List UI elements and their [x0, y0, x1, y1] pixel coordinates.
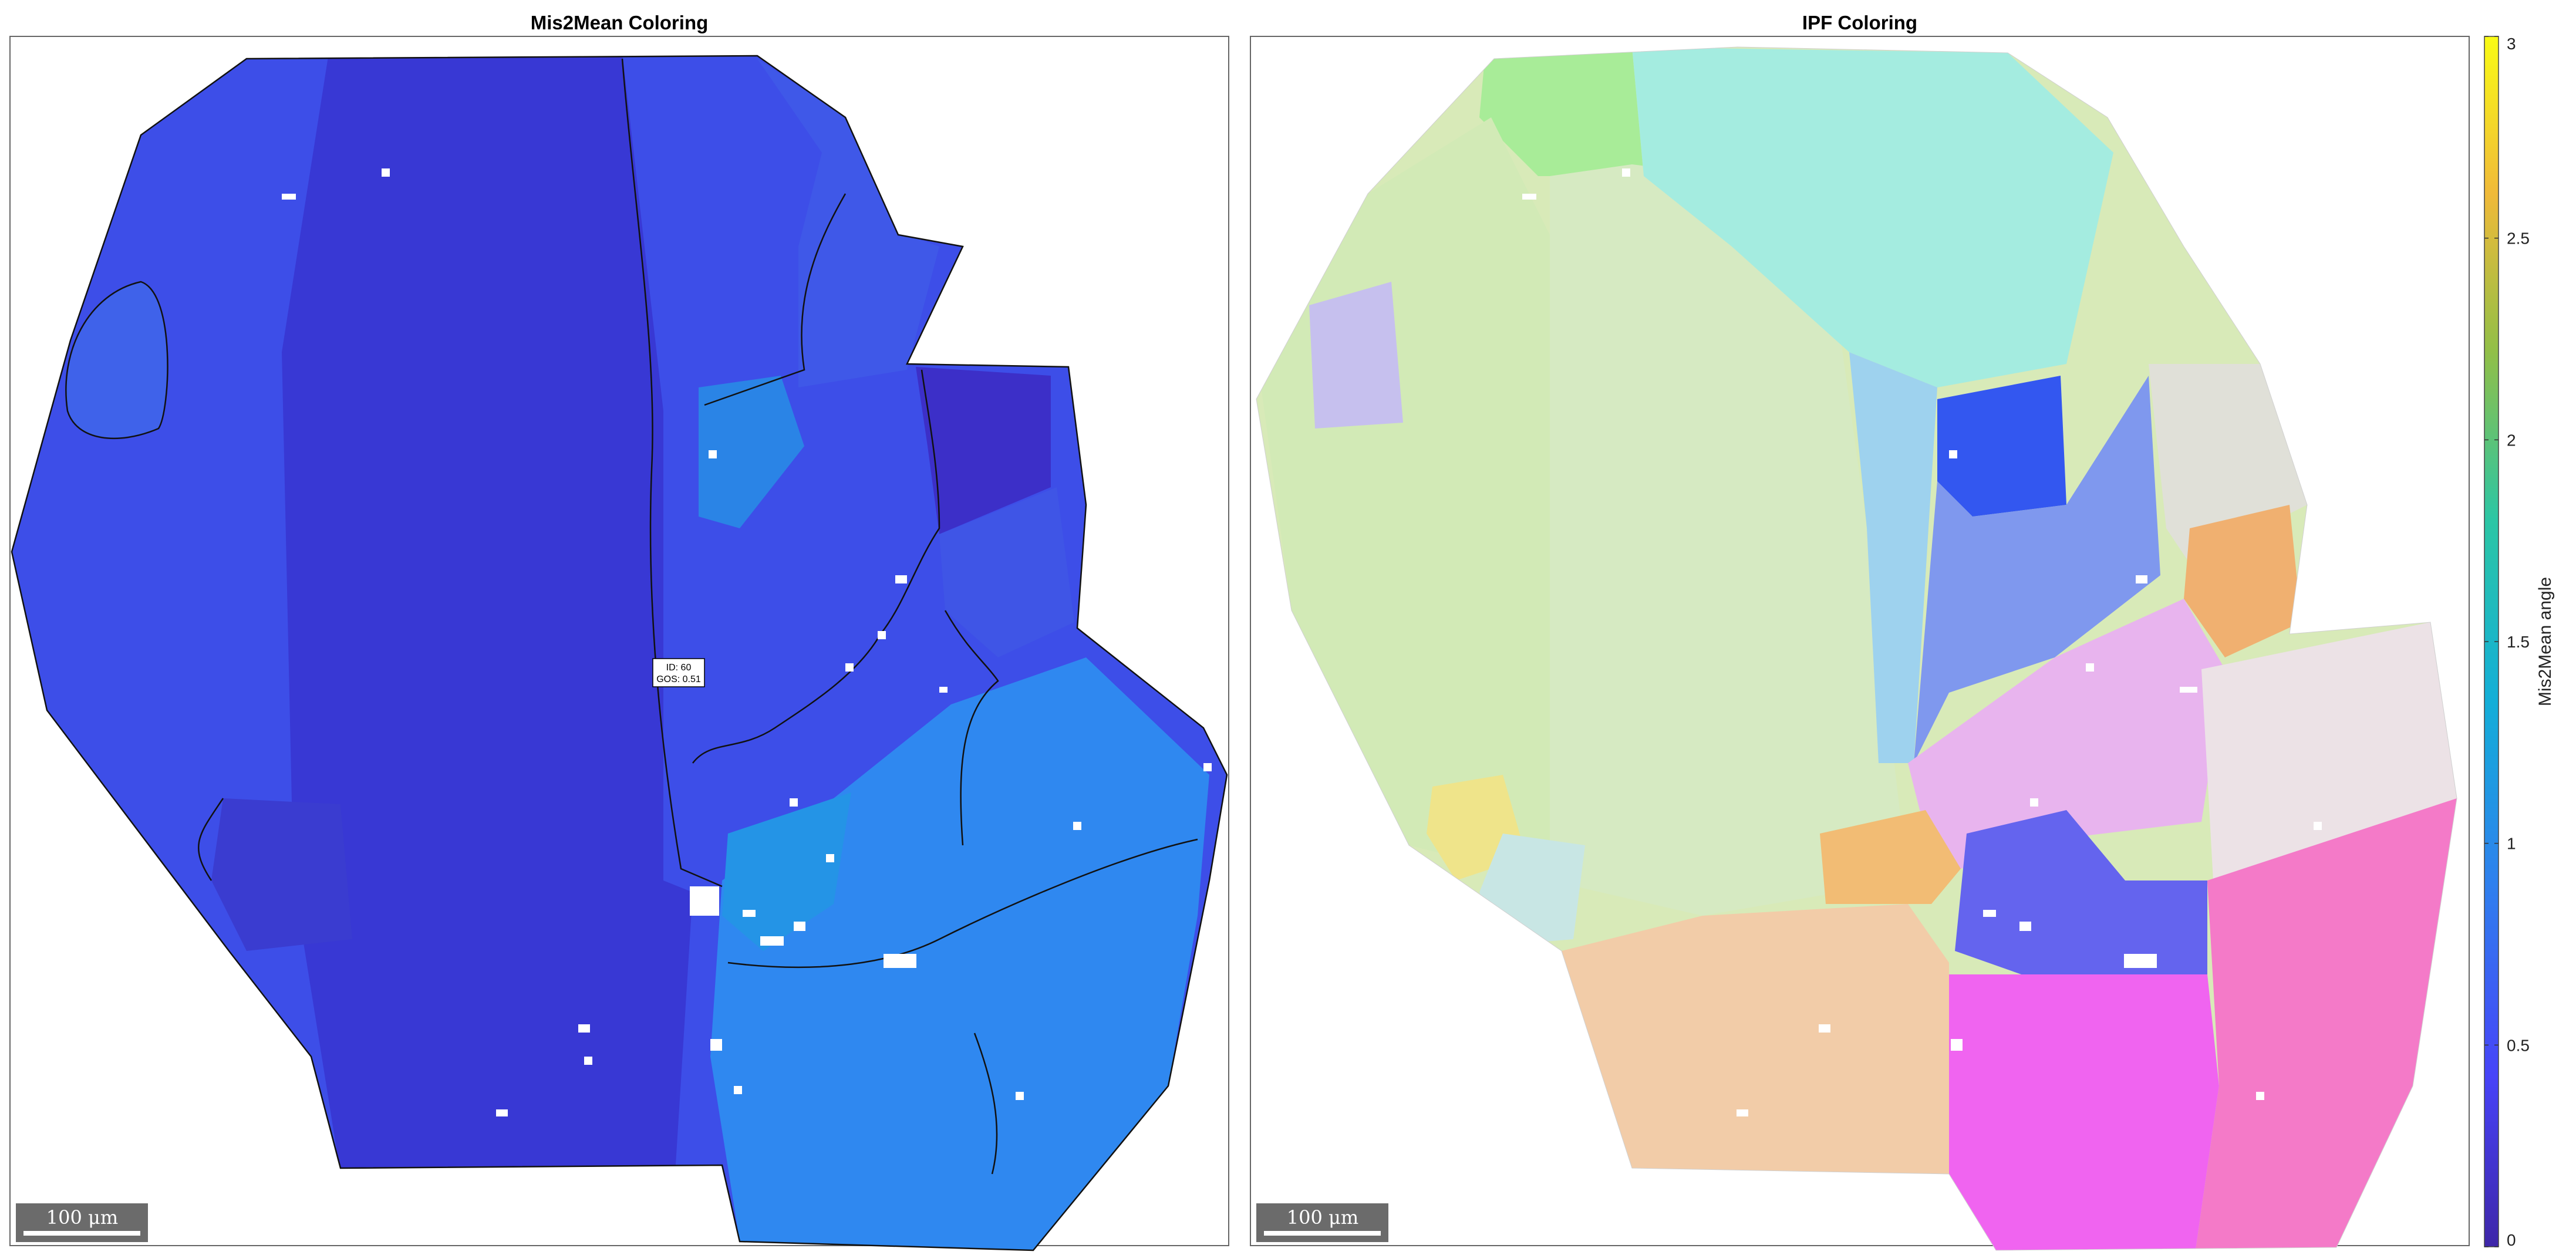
scalebar-right: 100 μm: [1256, 1203, 1388, 1242]
colorbar-tick-label: 0.5: [2507, 1036, 2530, 1054]
colorbar: 0 0.5 1 1.5 2 2.5 3 Mis2Mean angle: [2484, 35, 2555, 1249]
grain-annotation: ID: 60 GOS: 0.51: [652, 658, 705, 687]
annotation-id: ID: 60: [666, 663, 692, 673]
scalebar-label-left: 100 μm: [46, 1206, 118, 1229]
ipf-non-indexed-points: [1522, 168, 2322, 1116]
panel-ipf: IPF Coloring: [1250, 12, 2470, 1251]
colorbar-ticks: 0 0.5 1 1.5 2 2.5 3: [2484, 35, 2530, 1249]
non-indexed-points: [282, 168, 1212, 1116]
panel-title-mis2mean: Mis2Mean Coloring: [531, 12, 709, 33]
panel-title-ipf: IPF Coloring: [1802, 12, 1917, 33]
annotation-gos: GOS: 0.51: [656, 674, 701, 684]
scalebar-left: 100 μm: [16, 1203, 148, 1242]
colorbar-tick-label: 2.5: [2507, 230, 2530, 248]
colorbar-tick-label: 1.5: [2507, 633, 2530, 651]
colorbar-tick-label: 2: [2507, 431, 2516, 449]
scalebar-label-right: 100 μm: [1287, 1206, 1358, 1229]
colorbar-tick-label: 3: [2507, 35, 2516, 53]
panel-mis2mean: Mis2Mean Coloring: [9, 12, 1229, 1251]
grain-boundary-outline: [11, 55, 1228, 1251]
colorbar-tick-label: 1: [2507, 835, 2516, 853]
colorbar-tick-label: 0: [2507, 1231, 2516, 1249]
colorbar-label: Mis2Mean angle: [2535, 577, 2555, 706]
ipf-outline: [1256, 46, 2457, 1251]
